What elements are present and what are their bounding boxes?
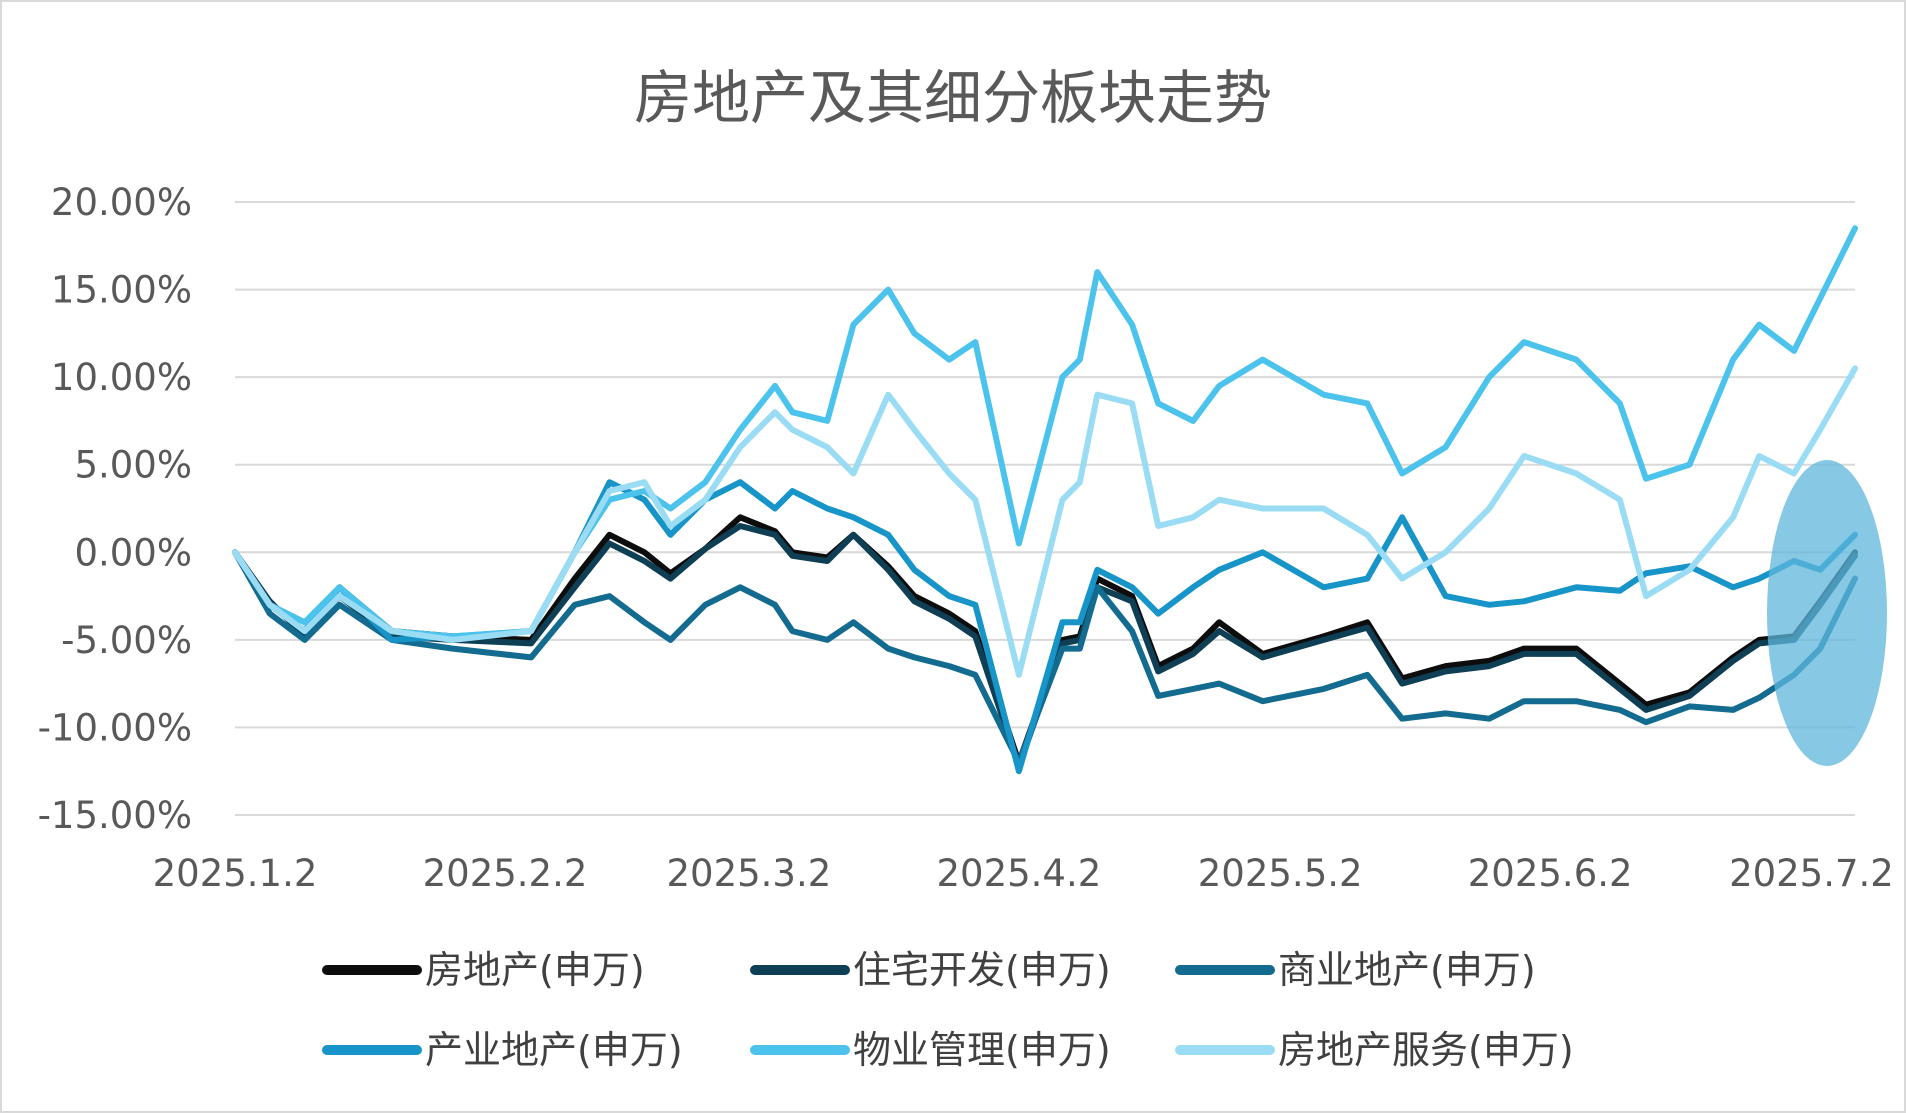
x-tick-label: 2025.6.2	[1468, 852, 1633, 895]
legend-label: 房地产(申万)	[425, 948, 645, 992]
y-tick-label: 20.00%	[51, 181, 192, 224]
highlight-ellipse	[1767, 460, 1887, 766]
y-tick-label: -10.00%	[38, 706, 192, 749]
x-tick-label: 2025.5.2	[1198, 852, 1363, 895]
series-line-2	[232, 523, 1858, 769]
y-tick-label: 15.00%	[51, 269, 192, 312]
x-axis-ticks: 2025.1.2 2025.2.2 2025.3.2 2025.4.2 2025.5.2…	[153, 852, 1894, 895]
chart-title: 房地产及其细分板块走势	[634, 64, 1272, 132]
x-tick-label: 2025.7.2	[1729, 852, 1894, 895]
x-tick-label: 2025.3.2	[666, 852, 831, 895]
y-tick-label: 0.00%	[74, 531, 192, 574]
legend-label: 物业管理(申万)	[853, 1028, 1111, 1072]
legend-label: 住宅开发(申万)	[853, 948, 1111, 992]
series-line-1	[232, 514, 1858, 766]
y-tick-label: 10.00%	[51, 356, 192, 399]
y-tick-label: 5.00%	[74, 444, 192, 487]
legend-label: 房地产服务(申万)	[1278, 1028, 1574, 1072]
y-axis-ticks: -15.00% -10.00% -5.00% 0.00% 5.00% 10.00% 15.0…	[38, 181, 192, 837]
y-tick-label: -5.00%	[61, 619, 192, 662]
x-tick-label: 2025.2.2	[423, 852, 588, 895]
legend: 房地产(申万) 住宅开发(申万) 商业地产(申万) 产业地产(申万) 物业管理(申万) 房…	[322, 948, 1574, 1072]
series-line-3	[232, 549, 1858, 766]
legend-label: 商业地产(申万)	[1278, 948, 1536, 992]
x-tick-label: 2025.4.2	[936, 852, 1101, 895]
legend-label: 产业地产(申万)	[425, 1028, 683, 1072]
y-tick-label: -15.00%	[38, 794, 192, 837]
x-tick-label: 2025.1.2	[153, 852, 318, 895]
series-lines	[232, 225, 1858, 775]
series-line-6	[232, 365, 1858, 678]
